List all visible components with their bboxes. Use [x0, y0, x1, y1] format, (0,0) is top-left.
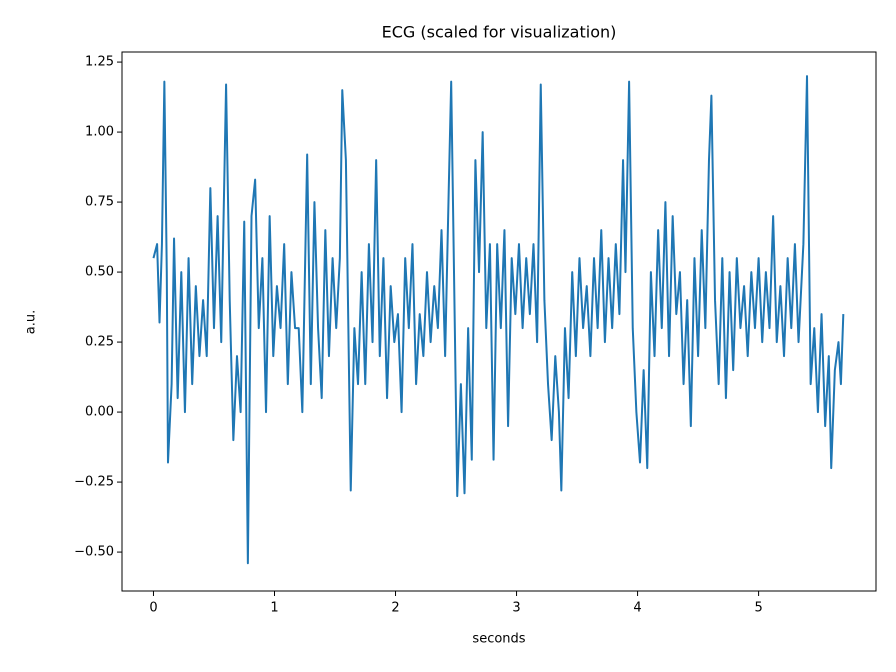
- ecg-line: [152, 75, 845, 565]
- x-tick-label: 2: [391, 601, 399, 616]
- y-tick-label: −0.50: [74, 545, 114, 560]
- y-tick-label: 0.00: [85, 405, 114, 420]
- y-tick-label: 0.50: [85, 265, 114, 280]
- y-tick-label: 0.25: [85, 335, 114, 350]
- plot-frame: [121, 51, 877, 592]
- x-tick-label: 3: [512, 601, 520, 616]
- y-tick-label: 1.25: [85, 55, 114, 70]
- y-axis-label: a.u.: [24, 310, 39, 334]
- x-tick-label: 0: [149, 601, 157, 616]
- x-axis-label: seconds: [472, 632, 525, 647]
- x-tick-label: 1: [270, 601, 278, 616]
- y-tick-label: −0.25: [74, 475, 114, 490]
- chart-title: ECG (scaled for visualization): [382, 23, 617, 42]
- y-tick-label: 0.75: [85, 195, 114, 210]
- x-tick-label: 4: [633, 601, 641, 616]
- x-tick-label: 5: [754, 601, 762, 616]
- y-tick-label: 1.00: [85, 125, 114, 140]
